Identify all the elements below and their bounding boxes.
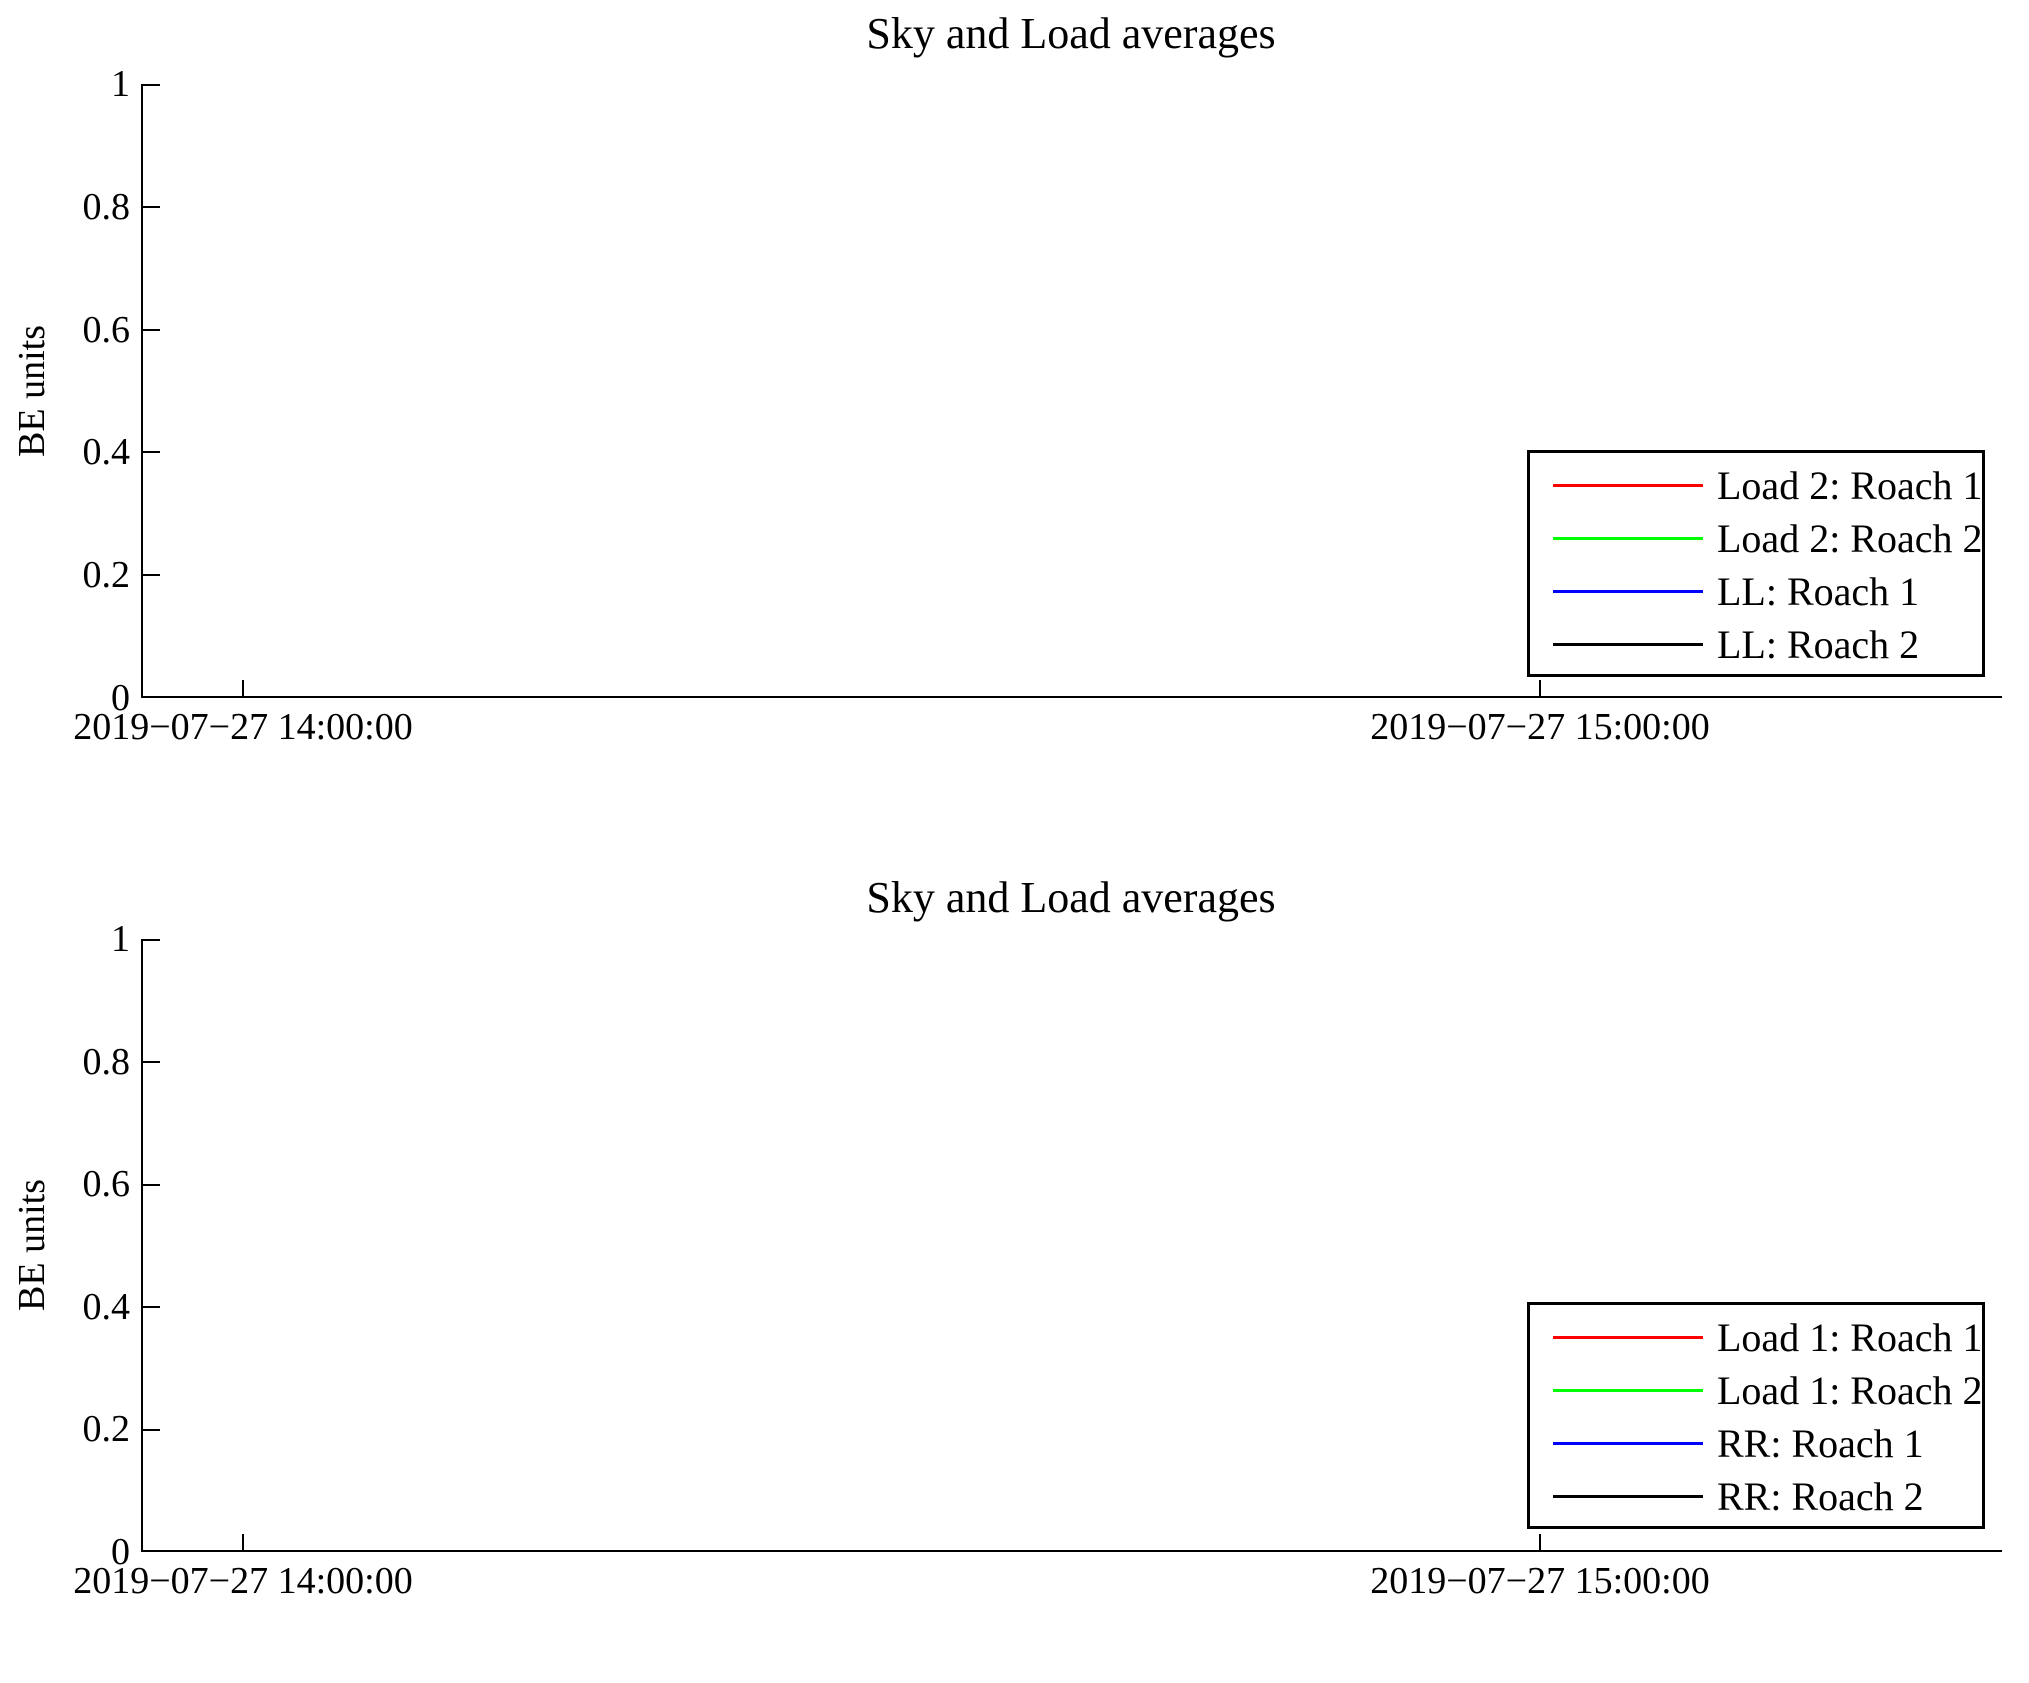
legend-line-sample xyxy=(1553,590,1703,593)
x-axis-line xyxy=(141,696,2002,698)
x-tick-label: 2019−07−27 14:00:00 xyxy=(73,706,413,748)
legend-label: Load 2: Roach 1 xyxy=(1717,462,1983,508)
y-tick xyxy=(143,1429,160,1431)
x-tick xyxy=(1539,1534,1541,1550)
y-tick-label: 0.2 xyxy=(82,1408,131,1450)
legend-row: RR: Roach 1 xyxy=(1530,1417,1982,1470)
y-axis-spine xyxy=(141,939,143,1552)
legend-row: RR: Roach 2 xyxy=(1530,1470,1982,1523)
legend-row: LL: Roach 1 xyxy=(1530,565,1982,618)
legend: Load 2: Roach 1 Load 2: Roach 2 LL: Roac… xyxy=(1527,450,1985,677)
y-tick xyxy=(143,939,160,941)
legend-line-sample xyxy=(1553,484,1703,487)
legend-row: Load 1: Roach 2 xyxy=(1530,1364,1983,1417)
legend-line-sample xyxy=(1553,537,1703,540)
y-tick xyxy=(143,84,160,86)
chart-title: Sky and Load averages xyxy=(866,873,1276,922)
legend-label: Load 2: Roach 2 xyxy=(1717,515,1983,561)
legend-line-sample xyxy=(1553,1336,1703,1339)
legend-row: Load 2: Roach 2 xyxy=(1530,512,1983,565)
legend-row: LL: Roach 2 xyxy=(1530,618,1982,671)
legend-row: Load 2: Roach 1 xyxy=(1530,459,1983,512)
y-tick-label: 0.6 xyxy=(82,309,131,351)
y-tick-label: 0 xyxy=(111,1531,130,1573)
x-tick xyxy=(242,680,244,696)
legend-line-sample xyxy=(1553,643,1703,646)
legend-label: Load 1: Roach 1 xyxy=(1717,1314,1983,1360)
y-tick-label: 0.8 xyxy=(82,186,131,228)
y-tick-label: 0.4 xyxy=(82,1286,131,1328)
y-axis-spine xyxy=(141,84,143,698)
legend-line-sample xyxy=(1553,1442,1703,1445)
y-tick-label: 0.8 xyxy=(82,1041,131,1083)
y-tick-label: 0.6 xyxy=(82,1163,131,1205)
legend-line-sample xyxy=(1553,1495,1703,1498)
y-tick xyxy=(143,1061,160,1063)
x-tick xyxy=(242,1534,244,1550)
chart-bottom: Sky and Load averages BE units 1 0.8 0.6… xyxy=(0,800,2029,1683)
chart-title: Sky and Load averages xyxy=(866,9,1276,58)
y-tick xyxy=(143,329,160,331)
y-tick xyxy=(143,451,160,453)
x-tick-label: 2019−07−27 15:00:00 xyxy=(1370,706,1710,748)
x-tick-label: 2019−07−27 14:00:00 xyxy=(73,1560,413,1602)
y-tick xyxy=(143,574,160,576)
y-tick-label: 0.2 xyxy=(82,554,131,596)
y-tick-label: 1 xyxy=(111,63,130,105)
legend: Load 1: Roach 1 Load 1: Roach 2 RR: Roac… xyxy=(1527,1302,1985,1529)
y-tick-label: 0.4 xyxy=(82,431,131,473)
x-tick-label: 2019−07−27 15:00:00 xyxy=(1370,1560,1710,1602)
y-tick xyxy=(143,206,160,208)
y-tick xyxy=(143,1184,160,1186)
y-tick xyxy=(143,1306,160,1308)
x-tick xyxy=(1539,680,1541,696)
x-axis-line xyxy=(141,1550,2002,1552)
legend-label: Load 1: Roach 2 xyxy=(1717,1367,1983,1413)
y-tick-label: 1 xyxy=(111,918,130,960)
y-tick-label: 0 xyxy=(111,677,130,719)
legend-label: LL: Roach 2 xyxy=(1717,621,1920,667)
legend-row: Load 1: Roach 1 xyxy=(1530,1311,1983,1364)
legend-line-sample xyxy=(1553,1389,1703,1392)
legend-label: LL: Roach 1 xyxy=(1717,568,1920,614)
chart-top: Sky and Load averages BE units 1 0.8 0.6… xyxy=(0,0,2029,800)
legend-label: RR: Roach 1 xyxy=(1717,1420,1924,1466)
legend-label: RR: Roach 2 xyxy=(1717,1473,1924,1519)
